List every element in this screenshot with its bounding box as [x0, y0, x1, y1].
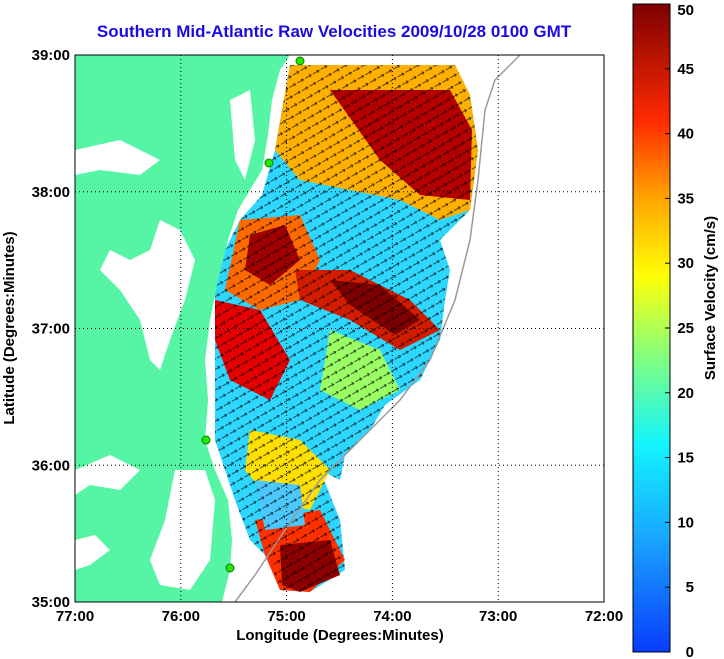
x-tick-label: 72:00: [585, 608, 623, 625]
radar-site: [295, 56, 305, 66]
y-axis-label: Latitude (Degrees:Minutes): [1, 231, 18, 424]
radar-site: [201, 435, 211, 445]
colorbar-tick-label: 45: [677, 61, 694, 78]
y-tick-label: 37:00: [32, 321, 70, 338]
x-axis-label: Longitude (Degrees:Minutes): [236, 627, 444, 644]
colorbar-tick-label: 15: [677, 450, 694, 467]
velocity-field: [215, 65, 478, 592]
colorbar-tick-label: 30: [677, 255, 694, 272]
colorbar-tick-label: 0: [686, 644, 694, 659]
y-tick-label: 35:00: [32, 594, 70, 611]
y-tick-label: 39:00: [32, 47, 70, 64]
x-tick-label: 76:00: [162, 608, 200, 625]
radar-site: [225, 563, 235, 573]
y-tick-labels: 39:00 38:00 37:00 36:00 35:00: [32, 47, 70, 611]
colorbar: [632, 3, 671, 653]
colorbar-label: Surface Velocity (cm/s): [702, 216, 719, 380]
axes-frame: [74, 54, 605, 603]
x-tick-label: 75:00: [267, 608, 305, 625]
colorbar-tick-label: 20: [677, 385, 694, 402]
y-tick-label: 36:00: [32, 457, 70, 474]
radar-site: [264, 158, 274, 168]
x-tick-label: 73:00: [479, 608, 517, 625]
grid-lines: [75, 55, 604, 602]
colorbar-tick-label: 5: [686, 579, 694, 596]
map-title: Southern Mid-Atlantic Raw Velocities 200…: [96, 22, 572, 41]
shelf-contour: [234, 55, 521, 602]
colorbar-tick-label: 40: [677, 126, 694, 143]
pamlico-sound: [150, 470, 215, 590]
colorbar-tick-label: 50: [677, 2, 694, 19]
y-tick-label: 38:00: [32, 184, 70, 201]
chesapeake-bay: [100, 220, 195, 370]
colorbar-tick-label: 35: [677, 190, 694, 207]
colorbar-tick-label: 25: [677, 320, 694, 337]
colorbar-tick-label: 10: [677, 514, 694, 531]
x-tick-label: 77:00: [56, 608, 94, 625]
x-tick-label: 74:00: [373, 608, 411, 625]
x-tick-labels: 77:00 76:00 75:00 74:00 73:00 72:00: [56, 608, 623, 625]
